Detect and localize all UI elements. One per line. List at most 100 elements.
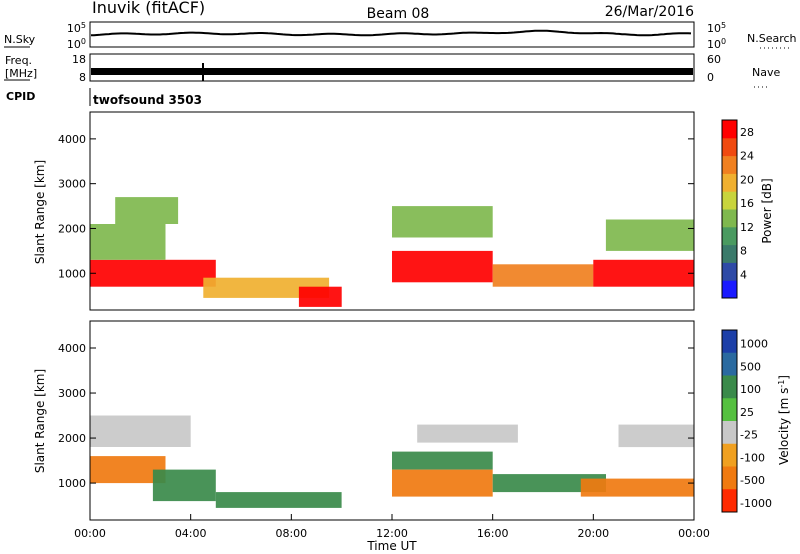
- data-region: [203, 277, 330, 298]
- data-region: [392, 206, 493, 238]
- data-region: [392, 469, 493, 497]
- colorbar-swatch: [722, 209, 737, 228]
- colorbar-tick-label: 100: [740, 383, 761, 396]
- y-tick-label: 3000: [58, 387, 86, 400]
- colorbar-swatch: [722, 330, 737, 354]
- power-y-axis: 1000 2000 3000 4000: [58, 133, 694, 280]
- colorbar-tick-label: 500: [740, 360, 761, 373]
- x-tick-label: 00:00: [678, 527, 710, 540]
- data-region: [90, 224, 166, 260]
- velocity-x-axis: 00:00 04:00 08:00 12:00 16:00 20:00 00:00: [74, 514, 710, 540]
- y-tick-label: 2000: [58, 222, 86, 235]
- station-title: Inuvik (fitACF): [92, 0, 205, 17]
- colorbar-swatch: [722, 466, 737, 490]
- freq-label-line1: Freq.: [5, 54, 32, 67]
- x-axis-label: Time UT: [366, 539, 417, 553]
- colorbar-tick-label: 28: [740, 126, 754, 139]
- nsky-tick-bottom: 100: [67, 37, 86, 51]
- data-region: [215, 492, 342, 508]
- nsky-frame: [89, 21, 695, 48]
- colorbar-swatch: [722, 226, 737, 246]
- data-region: [90, 259, 216, 287]
- colorbar-swatch: [722, 280, 737, 299]
- y-tick-label: 4000: [58, 133, 86, 146]
- colorbar-swatch: [722, 173, 737, 192]
- colorbar-tick-label: -500: [740, 474, 765, 487]
- power-frame: [89, 111, 695, 311]
- velocity-colorbar-label: Velocity [m s-1]: [777, 375, 791, 465]
- data-region: [492, 264, 594, 287]
- data-region: [593, 259, 694, 287]
- velocity-panel: 1000 2000 3000 4000 00:00 04:00 08:00 12:00 16:…: [33, 320, 791, 553]
- data-region: [152, 469, 216, 502]
- freq-tick-bottom: 8: [79, 71, 86, 84]
- y-tick-label: 1000: [58, 477, 86, 490]
- velocity-ylabel: Slant Range [km]: [33, 369, 47, 473]
- colorbar-tick-label: -100: [740, 451, 765, 464]
- velocity-y-axis: 1000 2000 3000 4000: [58, 342, 694, 490]
- data-region: [492, 474, 606, 493]
- beam-title: Beam 08: [367, 6, 430, 22]
- data-region: [605, 219, 694, 251]
- freq-tick-top: 18: [72, 53, 86, 66]
- colorbar-swatch: [722, 375, 737, 399]
- colorbar-tick-label: -25: [740, 429, 758, 442]
- colorbar-tick-label: 12: [740, 221, 754, 234]
- nave-tick-bottom: 0: [707, 71, 714, 84]
- colorbar-tick-label: 25: [740, 406, 754, 419]
- freq-band: [91, 68, 693, 75]
- y-tick-label: 4000: [58, 342, 86, 355]
- power-colorbar: 4 8 12 16 20 24 28: [721, 119, 754, 299]
- nsky-label: N.Sky: [4, 33, 36, 46]
- nsearch-tick-bottom: 100: [707, 37, 726, 51]
- x-tick-label: 16:00: [477, 527, 509, 540]
- colorbar-swatch: [722, 191, 737, 210]
- x-tick-label: 12:00: [376, 527, 408, 540]
- y-tick-label: 1000: [58, 267, 86, 280]
- power-ylabel: Slant Range [km]: [33, 160, 47, 264]
- cpid-label: CPID: [6, 90, 35, 103]
- data-region: [90, 415, 191, 447]
- colorbar-tick-label: 24: [740, 150, 754, 163]
- x-tick-label: 00:00: [74, 527, 106, 540]
- power-panel: 1000 2000 3000 4000 Slant Range [km] 4 8 12 16…: [33, 111, 774, 311]
- nave-label: Nave: [752, 66, 780, 79]
- colorbar-frame: [721, 119, 738, 299]
- colorbar-tick-label: 20: [740, 173, 754, 186]
- colorbar-swatch: [722, 262, 737, 281]
- data-region: [298, 286, 342, 307]
- x-tick-label: 04:00: [175, 527, 207, 540]
- power-data: [90, 197, 694, 307]
- power-colorbar-label: Power [dB]: [760, 178, 774, 243]
- date-title: 26/Mar/2016: [605, 4, 694, 20]
- colorbar-tick-label: 1000: [740, 338, 768, 351]
- colorbar-tick-label: 16: [740, 197, 754, 210]
- y-tick-label: 2000: [58, 432, 86, 445]
- data-region: [392, 250, 493, 283]
- y-tick-label: 3000: [58, 178, 86, 191]
- freq-frame: [89, 53, 695, 82]
- colorbar-tick-label: -1000: [740, 497, 772, 510]
- colorbar-swatch: [722, 398, 737, 422]
- freq-label-line2: [MHz]: [5, 67, 37, 80]
- data-region: [115, 197, 179, 224]
- nsky-panel: N.Sky 105 100 105 100 N.Search: [4, 21, 797, 51]
- data-region: [618, 424, 694, 448]
- colorbar-swatch: [722, 443, 737, 467]
- data-region: [417, 424, 518, 443]
- freq-panel: Freq. [MHz] 18 8 60 0 Nave: [4, 53, 780, 88]
- x-tick-label: 20:00: [577, 527, 609, 540]
- data-region: [392, 451, 493, 470]
- colorbar-swatch: [722, 244, 737, 263]
- colorbar-swatch: [722, 155, 737, 174]
- nsearch-tick-top: 105: [707, 21, 726, 35]
- nsky-tick-top: 105: [67, 21, 86, 35]
- velocity-colorbar: 1000 500 100 25 -25 -100 -500 -1000: [721, 329, 772, 513]
- colorbar-frame: [721, 329, 738, 513]
- velocity-data: [90, 415, 695, 508]
- cpid-program: twofsound 3503: [93, 93, 202, 107]
- colorbar-swatch: [722, 421, 737, 445]
- colorbar-swatch: [722, 352, 737, 376]
- colorbar-swatch: [722, 489, 737, 513]
